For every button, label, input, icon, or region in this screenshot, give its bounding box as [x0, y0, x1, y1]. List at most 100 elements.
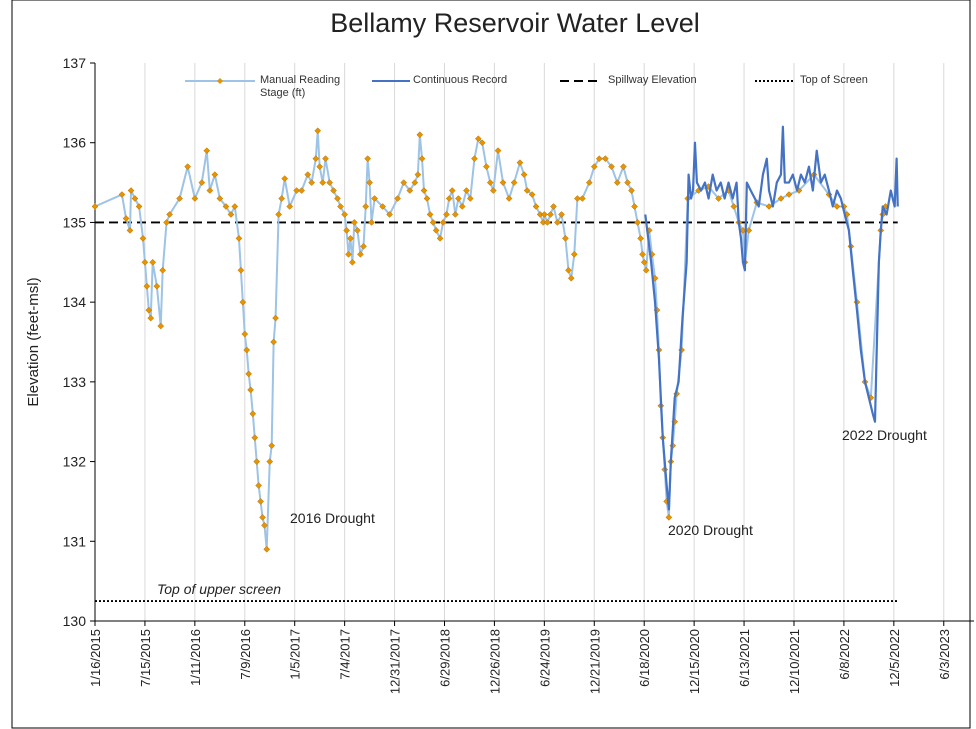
series-line	[94, 129, 887, 551]
data-point	[127, 187, 135, 194]
data-point	[184, 163, 191, 170]
data-point	[562, 235, 569, 242]
chart-title: Bellamy Reservoir Water Level	[330, 8, 700, 38]
data-point	[326, 179, 334, 186]
x-tick-label: 6/29/2018	[437, 629, 452, 687]
data-point	[272, 314, 279, 322]
data-point	[268, 442, 276, 449]
y-tick-label: 130	[63, 613, 87, 629]
data-point	[631, 203, 638, 210]
data-point	[222, 203, 230, 210]
data-point	[595, 155, 603, 163]
y-tick-label: 132	[63, 454, 87, 470]
x-tick-label: 1/16/2015	[88, 629, 103, 687]
data-point	[777, 195, 785, 202]
data-point	[176, 195, 183, 202]
data-point	[463, 187, 470, 194]
x-tick-label: 1/11/2016	[188, 629, 203, 686]
y-axis-label: Elevation (feet-msl)	[25, 277, 42, 406]
data-point	[261, 521, 268, 529]
data-point	[436, 235, 444, 242]
x-tick-label: 12/5/2022	[887, 629, 902, 687]
data-point	[478, 139, 486, 147]
data-point	[364, 155, 372, 163]
data-point	[322, 155, 329, 163]
data-point	[394, 195, 401, 202]
data-point	[153, 282, 161, 290]
data-point	[613, 179, 621, 186]
legend-marker	[217, 78, 223, 84]
data-point	[126, 227, 134, 234]
x-tick-label: 12/31/2017	[388, 629, 403, 694]
data-point	[505, 195, 513, 202]
x-tick-label: 6/8/2022	[837, 629, 852, 680]
data-point	[730, 203, 738, 210]
data-point	[251, 434, 259, 442]
legend-label: Top of Screen	[800, 74, 868, 86]
data-point	[157, 322, 165, 330]
data-point	[227, 211, 235, 218]
data-point	[445, 195, 453, 202]
data-point	[345, 250, 352, 258]
data-point	[159, 266, 167, 274]
x-tick-label: 12/21/2019	[587, 629, 602, 694]
data-point	[466, 195, 474, 202]
data-point	[628, 187, 635, 194]
data-point	[241, 330, 249, 338]
data-point	[203, 147, 211, 155]
data-point	[314, 127, 322, 135]
data-point	[368, 219, 375, 226]
data-point	[243, 346, 251, 354]
x-tick-label: 7/9/2016	[238, 629, 253, 680]
y-tick-label: 137	[63, 55, 87, 71]
data-point	[420, 187, 428, 194]
data-point	[494, 147, 502, 155]
data-point	[715, 195, 722, 202]
data-point	[418, 155, 426, 163]
x-tick-label: 6/24/2019	[537, 629, 552, 687]
data-point	[785, 191, 793, 198]
data-point	[379, 203, 386, 210]
data-point	[293, 187, 301, 194]
data-point	[198, 179, 206, 186]
data-point	[239, 298, 247, 306]
data-point	[578, 195, 586, 202]
data-point	[624, 179, 631, 186]
data-point	[141, 258, 149, 266]
data-point	[247, 386, 254, 394]
data-point	[259, 514, 266, 521]
y-tick-label: 135	[63, 214, 87, 230]
data-point	[474, 135, 482, 143]
data-point	[451, 211, 459, 218]
data-point	[145, 306, 153, 314]
data-point	[139, 235, 147, 242]
data-point	[574, 195, 581, 202]
data-point	[443, 211, 450, 218]
data-point	[191, 195, 199, 202]
data-point	[486, 179, 494, 186]
data-point	[429, 219, 437, 226]
series-line	[644, 125, 899, 511]
data-point	[642, 266, 650, 274]
data-point	[448, 187, 456, 194]
data-point	[520, 171, 528, 178]
data-point	[350, 219, 358, 226]
data-point	[665, 514, 673, 521]
data-point	[585, 179, 593, 186]
data-point	[216, 195, 224, 202]
data-point	[316, 163, 324, 170]
data-point	[620, 163, 627, 170]
data-point	[304, 171, 312, 178]
legend-label: Continuous Record	[413, 74, 508, 86]
data-point	[547, 211, 554, 218]
data-point	[245, 370, 253, 378]
data-point	[347, 235, 354, 242]
data-point	[528, 191, 536, 198]
data-point	[567, 274, 575, 282]
x-tick-label: 7/15/2015	[138, 629, 153, 687]
data-point	[163, 219, 170, 226]
data-point	[765, 203, 773, 210]
x-tick-label: 12/15/2020	[687, 629, 702, 694]
annotation: 2022 Drought	[842, 427, 927, 443]
